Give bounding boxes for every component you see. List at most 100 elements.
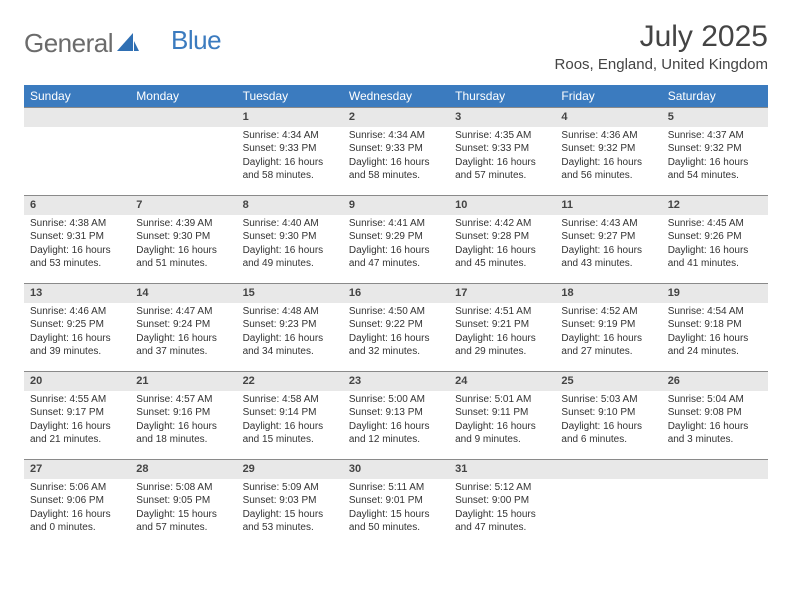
sunset-line: Sunset: 9:28 PM [455, 230, 549, 244]
daylight-line: Daylight: 16 hours and 41 minutes. [668, 244, 762, 271]
daylight-line: Daylight: 16 hours and 24 minutes. [668, 332, 762, 359]
daylight-line: Daylight: 16 hours and 3 minutes. [668, 420, 762, 447]
day-details: Sunrise: 5:04 AMSunset: 9:08 PMDaylight:… [662, 391, 768, 453]
sunrise-line: Sunrise: 4:54 AM [668, 305, 762, 319]
day-number: 14 [130, 283, 236, 303]
day-number: 23 [343, 371, 449, 391]
calendar-row: 6Sunrise: 4:38 AMSunset: 9:31 PMDaylight… [24, 195, 768, 283]
sunrise-line: Sunrise: 4:43 AM [561, 217, 655, 231]
sunset-line: Sunset: 9:29 PM [349, 230, 443, 244]
daylight-line: Daylight: 16 hours and 58 minutes. [243, 156, 337, 183]
daylight-line: Daylight: 16 hours and 39 minutes. [30, 332, 124, 359]
sunrise-line: Sunrise: 4:41 AM [349, 217, 443, 231]
sunset-line: Sunset: 9:19 PM [561, 318, 655, 332]
daylight-line: Daylight: 16 hours and 29 minutes. [455, 332, 549, 359]
day-number: 5 [662, 107, 768, 127]
header: General Blue July 2025 Roos, England, Un… [24, 20, 768, 73]
calendar-cell: 5Sunrise: 4:37 AMSunset: 9:32 PMDaylight… [662, 107, 768, 195]
day-details: Sunrise: 5:01 AMSunset: 9:11 PMDaylight:… [449, 391, 555, 453]
day-details: Sunrise: 4:40 AMSunset: 9:30 PMDaylight:… [237, 215, 343, 277]
day-details: Sunrise: 4:34 AMSunset: 9:33 PMDaylight:… [343, 127, 449, 189]
sunset-line: Sunset: 9:30 PM [243, 230, 337, 244]
daylight-line: Daylight: 16 hours and 58 minutes. [349, 156, 443, 183]
day-details: Sunrise: 4:55 AMSunset: 9:17 PMDaylight:… [24, 391, 130, 453]
day-number: 8 [237, 195, 343, 215]
calendar-cell: 17Sunrise: 4:51 AMSunset: 9:21 PMDayligh… [449, 283, 555, 371]
daylight-line: Daylight: 15 hours and 57 minutes. [136, 508, 230, 535]
sunrise-line: Sunrise: 4:47 AM [136, 305, 230, 319]
daylight-line: Daylight: 16 hours and 12 minutes. [349, 420, 443, 447]
day-details: Sunrise: 4:50 AMSunset: 9:22 PMDaylight:… [343, 303, 449, 365]
day-details: Sunrise: 4:43 AMSunset: 9:27 PMDaylight:… [555, 215, 661, 277]
logo-text-general: General [24, 28, 113, 59]
day-header-tuesday: Tuesday [237, 85, 343, 107]
sunrise-line: Sunrise: 5:09 AM [243, 481, 337, 495]
calendar-row: 27Sunrise: 5:06 AMSunset: 9:06 PMDayligh… [24, 459, 768, 547]
sunset-line: Sunset: 9:24 PM [136, 318, 230, 332]
day-number: 26 [662, 371, 768, 391]
sunrise-line: Sunrise: 4:36 AM [561, 129, 655, 143]
day-number: 9 [343, 195, 449, 215]
sunrise-line: Sunrise: 4:40 AM [243, 217, 337, 231]
sunset-line: Sunset: 9:08 PM [668, 406, 762, 420]
calendar-row: 1Sunrise: 4:34 AMSunset: 9:33 PMDaylight… [24, 107, 768, 195]
sunrise-line: Sunrise: 4:50 AM [349, 305, 443, 319]
sunset-line: Sunset: 9:27 PM [561, 230, 655, 244]
daylight-line: Daylight: 15 hours and 47 minutes. [455, 508, 549, 535]
sunrise-line: Sunrise: 4:39 AM [136, 217, 230, 231]
sunset-line: Sunset: 9:31 PM [30, 230, 124, 244]
calendar-cell: 12Sunrise: 4:45 AMSunset: 9:26 PMDayligh… [662, 195, 768, 283]
sunset-line: Sunset: 9:03 PM [243, 494, 337, 508]
month-title: July 2025 [555, 20, 768, 54]
calendar-cell: 3Sunrise: 4:35 AMSunset: 9:33 PMDaylight… [449, 107, 555, 195]
day-details: Sunrise: 4:42 AMSunset: 9:28 PMDaylight:… [449, 215, 555, 277]
daylight-line: Daylight: 16 hours and 53 minutes. [30, 244, 124, 271]
calendar-cell: 24Sunrise: 5:01 AMSunset: 9:11 PMDayligh… [449, 371, 555, 459]
daylight-line: Daylight: 16 hours and 18 minutes. [136, 420, 230, 447]
day-details: Sunrise: 4:57 AMSunset: 9:16 PMDaylight:… [130, 391, 236, 453]
day-number: 25 [555, 371, 661, 391]
day-number: 28 [130, 459, 236, 479]
daylight-line: Daylight: 15 hours and 53 minutes. [243, 508, 337, 535]
sunset-line: Sunset: 9:13 PM [349, 406, 443, 420]
day-details: Sunrise: 4:41 AMSunset: 9:29 PMDaylight:… [343, 215, 449, 277]
logo-sail-icon [117, 31, 139, 56]
daylight-line: Daylight: 16 hours and 34 minutes. [243, 332, 337, 359]
sunset-line: Sunset: 9:21 PM [455, 318, 549, 332]
calendar-cell: 30Sunrise: 5:11 AMSunset: 9:01 PMDayligh… [343, 459, 449, 547]
sunset-line: Sunset: 9:33 PM [349, 142, 443, 156]
day-number: 11 [555, 195, 661, 215]
sunset-line: Sunset: 9:01 PM [349, 494, 443, 508]
day-header-row: SundayMondayTuesdayWednesdayThursdayFrid… [24, 85, 768, 107]
daylight-line: Daylight: 16 hours and 54 minutes. [668, 156, 762, 183]
daylight-line: Daylight: 16 hours and 43 minutes. [561, 244, 655, 271]
calendar-body: 1Sunrise: 4:34 AMSunset: 9:33 PMDaylight… [24, 107, 768, 547]
empty-day-number [24, 107, 130, 127]
sunset-line: Sunset: 9:22 PM [349, 318, 443, 332]
day-details: Sunrise: 5:03 AMSunset: 9:10 PMDaylight:… [555, 391, 661, 453]
calendar-row: 13Sunrise: 4:46 AMSunset: 9:25 PMDayligh… [24, 283, 768, 371]
day-number: 4 [555, 107, 661, 127]
sunrise-line: Sunrise: 5:03 AM [561, 393, 655, 407]
day-details: Sunrise: 5:08 AMSunset: 9:05 PMDaylight:… [130, 479, 236, 541]
day-header-sunday: Sunday [24, 85, 130, 107]
sunrise-line: Sunrise: 4:48 AM [243, 305, 337, 319]
daylight-line: Daylight: 16 hours and 47 minutes. [349, 244, 443, 271]
day-number: 22 [237, 371, 343, 391]
daylight-line: Daylight: 16 hours and 37 minutes. [136, 332, 230, 359]
location: Roos, England, United Kingdom [555, 56, 768, 73]
calendar-cell: 28Sunrise: 5:08 AMSunset: 9:05 PMDayligh… [130, 459, 236, 547]
daylight-line: Daylight: 16 hours and 0 minutes. [30, 508, 124, 535]
sunset-line: Sunset: 9:32 PM [561, 142, 655, 156]
day-details: Sunrise: 4:46 AMSunset: 9:25 PMDaylight:… [24, 303, 130, 365]
calendar-cell: 26Sunrise: 5:04 AMSunset: 9:08 PMDayligh… [662, 371, 768, 459]
day-details: Sunrise: 5:11 AMSunset: 9:01 PMDaylight:… [343, 479, 449, 541]
day-number: 18 [555, 283, 661, 303]
sunrise-line: Sunrise: 4:45 AM [668, 217, 762, 231]
sunset-line: Sunset: 9:25 PM [30, 318, 124, 332]
day-details: Sunrise: 4:47 AMSunset: 9:24 PMDaylight:… [130, 303, 236, 365]
calendar-cell: 21Sunrise: 4:57 AMSunset: 9:16 PMDayligh… [130, 371, 236, 459]
calendar-cell: 8Sunrise: 4:40 AMSunset: 9:30 PMDaylight… [237, 195, 343, 283]
sunrise-line: Sunrise: 4:58 AM [243, 393, 337, 407]
day-number: 3 [449, 107, 555, 127]
